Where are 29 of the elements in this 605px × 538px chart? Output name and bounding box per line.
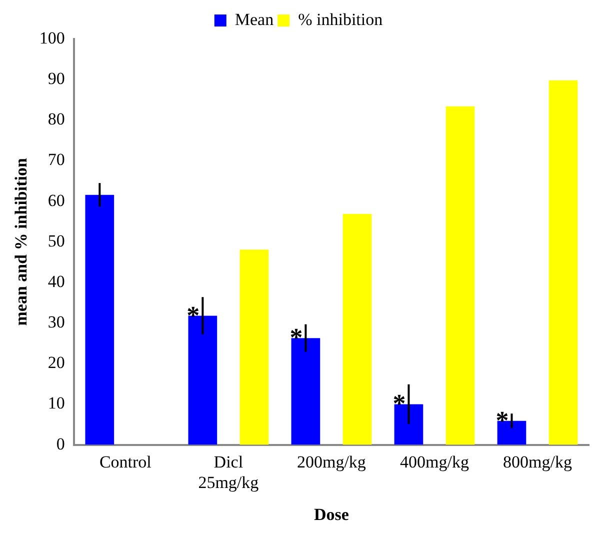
y-tick-label: 0 [56,434,65,454]
y-tick-label: 30 [48,312,65,332]
y-tick-label: 50 [48,231,65,250]
y-tick-label: 70 [48,150,65,170]
x-axis-title: Dose [314,505,350,524]
bar [446,106,475,445]
x-tick-label: Control [99,452,152,472]
bar [291,338,320,445]
bar [342,214,372,445]
y-tick-label: 60 [48,190,65,210]
y-tick-label: 40 [48,272,65,291]
y-tick-label: 100 [39,28,65,48]
x-tick-label: Dicl 25mg/kg [198,452,260,492]
bar [85,194,114,445]
x-tick-label: 200mg/kg [296,452,366,472]
x-tick-label: 400mg/kg [400,452,470,472]
bar [497,420,526,445]
y-tick-label: 80 [48,110,65,129]
bar [240,250,269,445]
legend-label: % inhibition [298,10,384,29]
y-tick-label: 20 [48,353,65,372]
x-tick-label: 800mg/kg [503,452,572,472]
bar [394,404,424,445]
y-tick-label: 90 [48,69,65,88]
y-axis-title: mean and % inhibition [12,158,31,326]
legend-label: Mean [234,10,274,29]
y-tick-label: 10 [48,394,65,413]
bar [548,80,578,445]
bar [188,316,218,445]
